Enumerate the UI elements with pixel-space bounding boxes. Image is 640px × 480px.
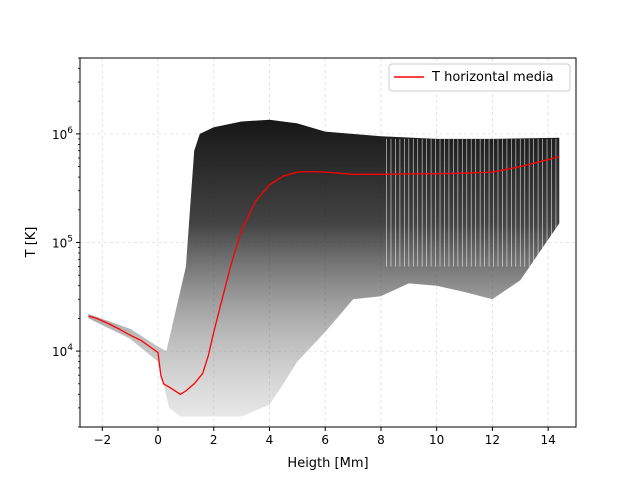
- x-tick-label: 2: [210, 433, 218, 447]
- legend: T horizontal media: [388, 63, 571, 92]
- cloud-envelope: [88, 119, 560, 417]
- x-tick-label: 14: [540, 433, 555, 447]
- x-tick-label: −2: [93, 433, 111, 447]
- y-tick-label: 104: [52, 343, 73, 359]
- series-line-t-horizontal-media: [88, 155, 560, 396]
- x-tick-label: 4: [266, 433, 274, 447]
- y-tick-label: 106: [52, 126, 73, 142]
- x-tick-label: 0: [154, 433, 162, 447]
- series-group: [88, 155, 560, 396]
- x-tick-label: 8: [377, 433, 385, 447]
- y-axis-ticks: 104 105 106: [52, 57, 80, 428]
- x-tick-label: 10: [429, 433, 444, 447]
- x-axis-label: Heigth [Mm]: [287, 456, 368, 471]
- x-tick-label: 12: [485, 433, 500, 447]
- legend-box: [388, 63, 571, 92]
- x-tick-label: 6: [321, 433, 329, 447]
- y-axis-label: T [K]: [24, 227, 39, 259]
- x-axis-ticks: −2 0 2 4 6 8 10 12 14: [93, 427, 556, 447]
- temperature-distribution-cloud: [88, 119, 560, 417]
- legend-label: T horizontal media: [431, 70, 554, 85]
- y-tick-label: 105: [52, 235, 73, 251]
